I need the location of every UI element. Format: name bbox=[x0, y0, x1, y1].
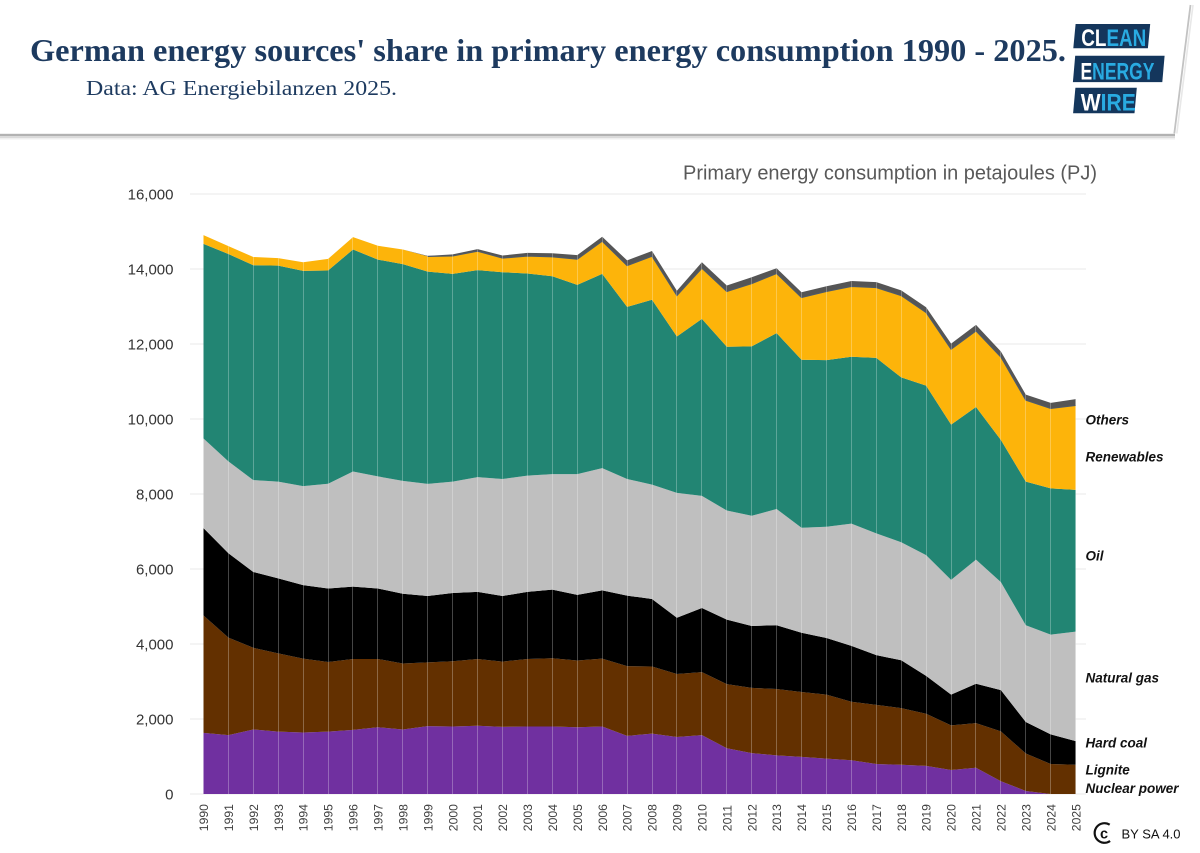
svg-text:2001: 2001 bbox=[471, 804, 485, 831]
svg-text:1996: 1996 bbox=[347, 804, 361, 831]
svg-text:1991: 1991 bbox=[222, 804, 236, 831]
svg-text:1997: 1997 bbox=[372, 804, 386, 831]
svg-text:2,000: 2,000 bbox=[136, 712, 174, 729]
svg-text:2023: 2023 bbox=[1019, 804, 1033, 831]
svg-text:2013: 2013 bbox=[770, 804, 784, 831]
svg-text:2008: 2008 bbox=[646, 804, 660, 831]
svg-text:2017: 2017 bbox=[870, 804, 884, 831]
svg-text:2006: 2006 bbox=[596, 804, 610, 831]
svg-text:2024: 2024 bbox=[1044, 804, 1058, 831]
svg-text:2020: 2020 bbox=[945, 804, 959, 831]
svg-text:Data: AG Energiebilanzen 2025.: Data: AG Energiebilanzen 2025. bbox=[86, 76, 397, 100]
svg-text:1992: 1992 bbox=[247, 804, 261, 831]
svg-text:2002: 2002 bbox=[496, 804, 510, 831]
svg-text:2019: 2019 bbox=[920, 804, 934, 831]
svg-text:1998: 1998 bbox=[396, 804, 410, 831]
svg-text:6,000: 6,000 bbox=[136, 562, 174, 579]
svg-text:14,000: 14,000 bbox=[128, 262, 174, 279]
svg-text:Natural gas: Natural gas bbox=[1086, 671, 1160, 686]
svg-text:WIRE: WIRE bbox=[1081, 89, 1136, 116]
svg-text:12,000: 12,000 bbox=[128, 337, 174, 354]
svg-text:2016: 2016 bbox=[845, 804, 859, 831]
svg-text:2004: 2004 bbox=[546, 804, 560, 831]
svg-text:1990: 1990 bbox=[197, 804, 211, 831]
svg-text:Primary energy consumption in: Primary energy consumption in petajoules… bbox=[683, 163, 1097, 185]
svg-text:Oil: Oil bbox=[1086, 549, 1104, 564]
svg-text:4,000: 4,000 bbox=[136, 637, 174, 654]
svg-text:1999: 1999 bbox=[421, 804, 435, 831]
svg-text:2005: 2005 bbox=[571, 804, 585, 831]
svg-text:2018: 2018 bbox=[895, 804, 909, 831]
svg-text:2012: 2012 bbox=[745, 804, 759, 831]
svg-text:Lignite: Lignite bbox=[1086, 763, 1131, 778]
svg-text:2007: 2007 bbox=[621, 804, 635, 831]
svg-text:ENERGY: ENERGY bbox=[1081, 58, 1155, 85]
svg-text:1994: 1994 bbox=[297, 804, 311, 831]
svg-text:BY SA 4.0: BY SA 4.0 bbox=[1122, 827, 1181, 842]
svg-text:8,000: 8,000 bbox=[136, 487, 174, 504]
svg-text:0: 0 bbox=[165, 787, 173, 804]
svg-text:2009: 2009 bbox=[671, 804, 685, 831]
svg-text:CLEAN: CLEAN bbox=[1081, 25, 1146, 52]
svg-text:Others: Others bbox=[1086, 413, 1130, 428]
svg-text:c: c bbox=[1100, 826, 1108, 842]
svg-text:Hard coal: Hard coal bbox=[1086, 736, 1148, 751]
svg-text:Nuclear power: Nuclear power bbox=[1086, 781, 1180, 796]
svg-text:2025: 2025 bbox=[1069, 804, 1083, 831]
svg-text:2000: 2000 bbox=[446, 804, 460, 831]
svg-text:2021: 2021 bbox=[970, 804, 984, 831]
svg-text:2015: 2015 bbox=[820, 804, 834, 831]
svg-text:10,000: 10,000 bbox=[128, 412, 174, 429]
svg-text:2022: 2022 bbox=[995, 804, 1009, 831]
svg-text:2003: 2003 bbox=[521, 804, 535, 831]
svg-text:2014: 2014 bbox=[795, 804, 809, 831]
svg-text:Renewables: Renewables bbox=[1086, 450, 1165, 465]
svg-text:2011: 2011 bbox=[720, 805, 734, 831]
svg-text:1993: 1993 bbox=[272, 804, 286, 831]
svg-text:2010: 2010 bbox=[696, 804, 710, 831]
svg-text:German energy sources' share i: German energy sources' share in primary … bbox=[30, 33, 1066, 68]
svg-text:16,000: 16,000 bbox=[128, 187, 174, 204]
svg-text:1995: 1995 bbox=[322, 804, 336, 831]
